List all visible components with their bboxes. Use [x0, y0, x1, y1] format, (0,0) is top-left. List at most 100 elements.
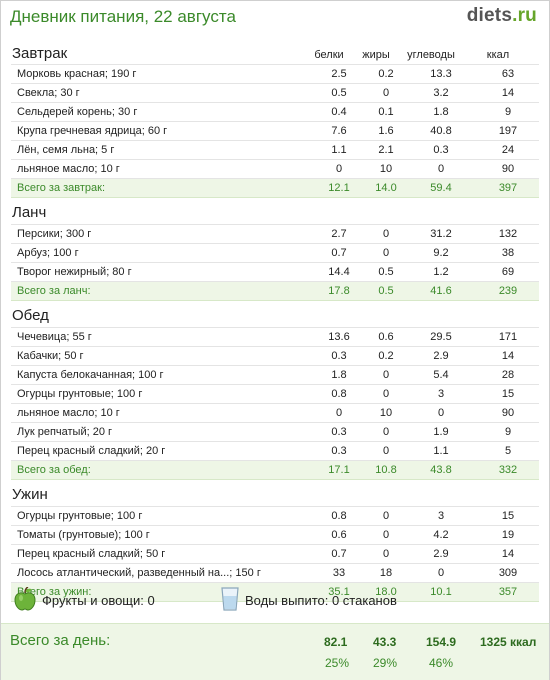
food-name: Томаты (грунтовые); 100 г [17, 529, 150, 541]
food-fat: 18 [379, 567, 393, 579]
food-fat: 0.2 [378, 350, 394, 362]
day-fat: 43.3 [373, 635, 397, 649]
food-name: Лук репчатый; 20 г [17, 426, 113, 438]
food-name: Огурцы грунтовые; 100 г [17, 510, 143, 522]
food-fat: 0 [382, 247, 390, 259]
food-fat: 0.5 [378, 266, 394, 278]
food-kcal: 69 [501, 266, 515, 278]
food-protein: 0.3 [331, 445, 347, 457]
logo-tld-text: .ru [512, 5, 537, 26]
food-row: Огурцы грунтовые; 100 г 0.8 0 3 15 [11, 385, 539, 404]
apple-icon [14, 586, 36, 614]
food-name: Огурцы грунтовые; 100 г [17, 388, 143, 400]
total-kcal: 357 [498, 586, 518, 598]
food-carbs: 3 [437, 388, 445, 400]
food-kcal: 9 [504, 426, 512, 438]
site-logo[interactable]: diets.ru [467, 5, 537, 27]
food-protein: 13.6 [328, 331, 350, 343]
food-name: льняное масло; 10 г [17, 407, 120, 419]
meal-total-label: Всего за ланч: [17, 285, 91, 297]
food-protein: 2.7 [331, 228, 347, 240]
food-fat: 0 [382, 369, 390, 381]
food-row: Огурцы грунтовые; 100 г 0.8 0 3 15 [11, 506, 539, 526]
food-name: Крупа гречневая ядрица; 60 г [17, 125, 168, 137]
food-carbs: 1.1 [433, 445, 449, 457]
food-carbs: 1.9 [433, 426, 449, 438]
meal-title: Ланч [12, 204, 47, 221]
food-fat: 0.2 [378, 68, 394, 80]
food-carbs: 13.3 [430, 68, 452, 80]
food-name: Перец красный сладкий; 50 г [17, 548, 166, 560]
food-kcal: 38 [501, 247, 515, 259]
food-row: Капуста белокачанная; 100 г 1.8 0 5.4 28 [11, 366, 539, 385]
total-carbs: 10.1 [430, 586, 452, 598]
day-carbs: 154.9 [426, 635, 457, 649]
food-name: Перец красный сладкий; 20 г [17, 445, 166, 457]
food-kcal: 9 [504, 106, 512, 118]
food-kcal: 19 [501, 529, 515, 541]
day-total-label: Всего за день: [10, 632, 111, 649]
food-protein: 1.1 [331, 144, 347, 156]
header: Дневник питания, 22 августа diets.ru [1, 1, 549, 33]
food-fat: 0 [382, 388, 390, 400]
day-carbs-pct: 46% [429, 656, 454, 670]
food-kcal: 90 [501, 407, 515, 419]
water-counter: Воды выпито: 0 стаканов [221, 587, 397, 614]
food-protein: 2.5 [331, 68, 347, 80]
food-protein: 33 [332, 567, 346, 579]
food-kcal: 24 [501, 144, 515, 156]
food-fat: 0 [382, 445, 390, 457]
food-name: Кабачки; 50 г [17, 350, 84, 362]
total-carbs: 59.4 [430, 182, 452, 194]
total-carbs: 43.8 [430, 464, 452, 476]
meal-total-label: Всего за ужин: [17, 586, 92, 598]
food-fat: 0.6 [378, 331, 394, 343]
food-name: Сельдерей корень; 30 г [17, 106, 138, 118]
food-carbs: 0.3 [433, 144, 449, 156]
food-fat: 0.1 [378, 106, 394, 118]
food-fat: 0 [382, 87, 390, 99]
extras-bar: Фрукты и овощи: 0 Воды выпито: 0 стакано… [1, 586, 549, 614]
food-carbs: 29.5 [430, 331, 452, 343]
meals-table: Завтрак белки жиры углеводы ккал Морковь крас… [1, 45, 549, 602]
total-protein: 17.8 [328, 285, 350, 297]
food-kcal: 14 [501, 548, 515, 560]
food-kcal: 15 [501, 388, 515, 400]
food-carbs: 5.4 [433, 369, 449, 381]
logo-main-text: diets [466, 5, 513, 26]
day-total: Всего за день: 82.1 43.3 154.9 1325 ккал… [1, 623, 549, 680]
day-protein: 82.1 [324, 635, 348, 649]
food-kcal: 5 [504, 445, 512, 457]
food-protein: 0.8 [331, 388, 347, 400]
food-kcal: 63 [501, 68, 515, 80]
food-row: Томаты (грунтовые); 100 г 0.6 0 4.2 19 [11, 526, 539, 545]
day-protein-pct: 25% [325, 656, 350, 670]
meal-total-row: Всего за ужин: 35.1 18.0 10.1 357 [11, 583, 539, 602]
food-row: Творог нежирный; 80 г 14.4 0.5 1.2 69 [11, 263, 539, 282]
food-protein: 0.6 [331, 529, 347, 541]
food-row: Арбуз; 100 г 0.7 0 9.2 38 [11, 244, 539, 263]
food-name: льняное масло; 10 г [17, 163, 120, 175]
food-row: Кабачки; 50 г 0.3 0.2 2.9 14 [11, 347, 539, 366]
food-row: Крупа гречневая ядрица; 60 г 7.6 1.6 40.8 19… [11, 122, 539, 141]
total-kcal: 332 [498, 464, 518, 476]
meal-title: Обед [12, 307, 49, 324]
total-fat: 14.0 [375, 182, 397, 194]
food-protein: 0 [335, 163, 343, 175]
food-kcal: 14 [501, 87, 515, 99]
food-row: Перец красный сладкий; 50 г 0.7 0 2.9 14 [11, 545, 539, 564]
food-protein: 0.4 [331, 106, 347, 118]
page-title: Дневник питания, 22 августа [10, 7, 236, 26]
food-kcal: 171 [498, 331, 518, 343]
food-kcal: 309 [498, 567, 518, 579]
food-row: Лён, семя льна; 5 г 1.1 2.1 0.3 24 [11, 141, 539, 160]
total-fat: 18.0 [375, 586, 397, 598]
col-carbs-header: углеводы [407, 49, 455, 61]
food-carbs: 2.9 [433, 350, 449, 362]
food-kcal: 15 [501, 510, 515, 522]
food-carbs: 9.2 [433, 247, 449, 259]
glass-icon [221, 587, 239, 614]
food-name: Чечевица; 55 г [17, 331, 92, 343]
food-name: Капуста белокачанная; 100 г [17, 369, 164, 381]
